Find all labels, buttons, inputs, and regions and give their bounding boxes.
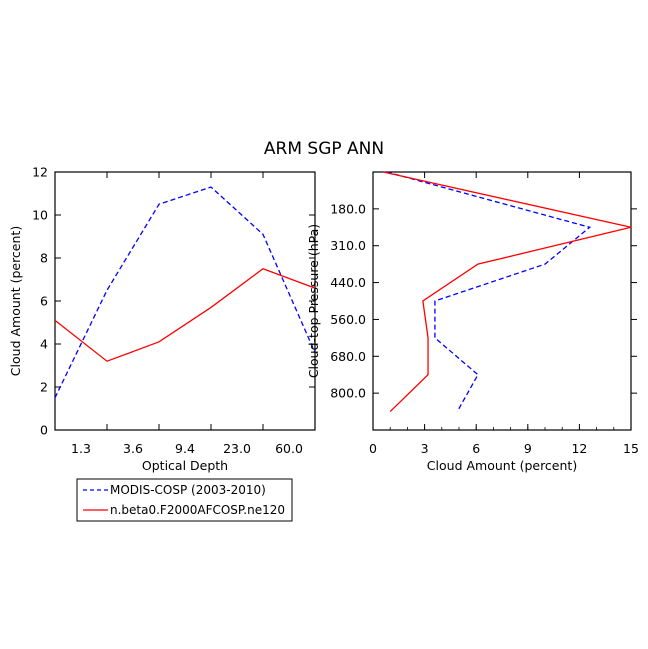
left-x-tick-label: 60.0 bbox=[275, 441, 303, 456]
right-y-tick-label: 310.0 bbox=[330, 238, 366, 253]
right-x-tick-label: 3 bbox=[421, 441, 429, 456]
right-series-model bbox=[383, 171, 632, 413]
right-y-tick-label: 680.0 bbox=[330, 349, 366, 364]
right-series-modis bbox=[386, 171, 592, 412]
right-x-axis-label: Cloud Amount (percent) bbox=[427, 458, 577, 473]
right-plot-frame bbox=[372, 171, 632, 431]
right-x-tick-label: 0 bbox=[369, 441, 377, 456]
right-x-tick-label: 15 bbox=[623, 441, 639, 456]
left-y-tick-label: 4 bbox=[40, 337, 48, 352]
figure-title: ARM SGP ANN bbox=[264, 139, 384, 159]
pressure-panel: 0 3 6 9 12 15 180.0 310.0 440.0 560.0 680.0 800.0 C… bbox=[306, 171, 639, 473]
left-x-tick-label: 1.3 bbox=[71, 441, 91, 456]
left-y-tick-label: 6 bbox=[40, 294, 48, 309]
left-x-axis-label: Optical Depth bbox=[142, 458, 228, 473]
left-y-tick-label: 8 bbox=[40, 251, 48, 266]
right-x-tick-label: 12 bbox=[571, 441, 587, 456]
legend-label-modis: MODIS-COSP (2003-2010) bbox=[110, 483, 266, 497]
left-y-axis-label: Cloud Amount (percent) bbox=[8, 226, 23, 376]
left-x-tick-label: 3.6 bbox=[123, 441, 143, 456]
right-x-tick-label: 6 bbox=[472, 441, 480, 456]
left-x-tick-label: 23.0 bbox=[223, 441, 251, 456]
left-series-modis bbox=[54, 186, 316, 399]
left-series-model bbox=[54, 268, 316, 362]
left-y-tick-label: 12 bbox=[32, 165, 48, 180]
right-y-tick-label: 180.0 bbox=[330, 201, 366, 216]
left-x-tick-label: 9.4 bbox=[175, 441, 195, 456]
right-x-tick-label: 9 bbox=[524, 441, 532, 456]
left-y-tick-label: 2 bbox=[40, 380, 48, 395]
right-y-tick-label: 800.0 bbox=[330, 386, 366, 401]
left-y-tick-label: 0 bbox=[40, 423, 48, 438]
left-plot-frame bbox=[54, 171, 316, 431]
legend-box bbox=[76, 478, 293, 522]
legend: MODIS-COSP (2003-2010) n.beta0.F2000AFCO… bbox=[76, 478, 293, 522]
optical-depth-panel: 0 2 4 6 8 10 12 1.3 3.6 9.4 23.0 60.0 Optical Depth… bbox=[8, 165, 316, 473]
legend-label-model: n.beta0.F2000AFCOSP.ne120 bbox=[110, 503, 285, 517]
right-y-tick-label: 440.0 bbox=[330, 275, 366, 290]
left-y-tick-label: 10 bbox=[32, 208, 48, 223]
right-y-axis-label: Cloud-top Pressure (hPa) bbox=[306, 224, 321, 378]
right-y-tick-label: 560.0 bbox=[330, 312, 366, 327]
